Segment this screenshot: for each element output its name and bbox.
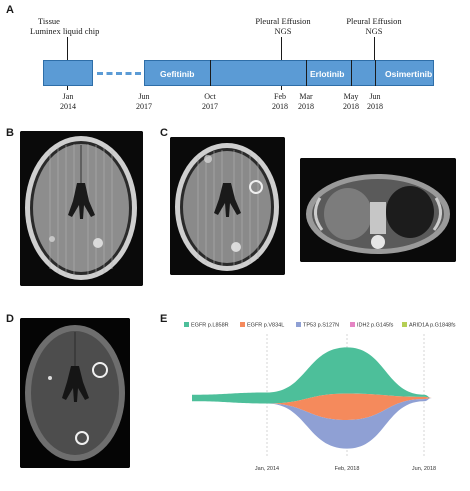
date-mar2018-month: Mar <box>299 92 313 101</box>
date-jun2018-month: Jun <box>369 92 381 101</box>
panel-label-d: D <box>6 313 14 325</box>
date-may2018-year: 2018 <box>343 102 359 111</box>
legend-label-1: EGFR p.V834L <box>247 323 284 329</box>
date-jun2017: Jun 2017 <box>124 92 164 112</box>
annotation-tissue-line1: Tissue <box>38 16 60 26</box>
legend-swatch-4 <box>402 322 407 327</box>
stream-layer-1 <box>192 393 432 420</box>
legend-swatch-1 <box>240 322 245 327</box>
panel-label-a: A <box>6 4 14 16</box>
x-tick-label-0: Jan, 2014 <box>255 466 279 472</box>
date-may2018-month: May <box>343 92 359 101</box>
date-mar2018: Mar 2018 <box>286 92 326 112</box>
date-jan2014-year: 2014 <box>60 102 76 111</box>
chest-ct-image <box>300 158 456 262</box>
annotation-pleural-effusion-1: Pleural Effusion NGS <box>238 16 328 36</box>
annotation-pleural2-line2: NGS <box>365 26 383 36</box>
annotation-pleural2-connector <box>374 37 375 60</box>
stream-layer-2 <box>192 398 432 449</box>
annotation-pleural1-line1: Pleural Effusion <box>255 16 311 26</box>
annotation-tissue-connector <box>67 37 68 60</box>
annotation-pleural2-line1: Pleural Effusion <box>346 16 402 26</box>
date-feb2018: Feb 2018 <box>260 92 300 112</box>
annotation-pleural1-connector <box>281 37 282 60</box>
date-jun2018: Jun 2018 <box>355 92 395 112</box>
date-jan2014-month: Jan <box>62 92 74 101</box>
legend-swatch-3 <box>350 322 355 327</box>
timeline-divider-jun2018 <box>375 60 376 86</box>
therapy-erlotinib: Erlotinib <box>310 69 345 79</box>
date-oct2017: Oct 2017 <box>190 92 230 112</box>
x-tick-label-2: Jun, 2018 <box>412 466 436 472</box>
brain-mri-c-image <box>170 137 285 275</box>
date-feb2018-month: Feb <box>274 92 286 101</box>
legend-swatch-0 <box>184 322 189 327</box>
date-jun2017-year: 2017 <box>136 102 152 111</box>
panel-label-c: C <box>160 127 168 139</box>
timeline-divider-may2018 <box>351 60 352 86</box>
stream-layers <box>192 347 432 449</box>
therapy-gefitinib: Gefitinib <box>160 69 195 79</box>
date-tick-feb2018 <box>281 86 282 90</box>
date-oct2017-month: Oct <box>204 92 216 101</box>
brain-mri-d-image <box>20 318 130 468</box>
annotation-pleural-effusion-2: Pleural Effusion NGS <box>336 16 412 36</box>
legend-label-0: EGFR p.L858R <box>191 323 229 329</box>
date-jun2017-month: Jun <box>138 92 150 101</box>
legend-label-2: TP53 p.S127N <box>303 323 339 329</box>
brain-mri-b-image <box>20 131 143 286</box>
therapy-osimertinib: Osimertinib <box>385 69 433 79</box>
timeline-bar-pre <box>43 60 93 86</box>
date-oct2017-year: 2017 <box>202 102 218 111</box>
stream-layer-0 <box>192 347 432 404</box>
timeline-divider-oct2017 <box>210 60 211 86</box>
annotation-pleural1-line2: NGS <box>274 26 292 36</box>
annotation-tissue: Tissue Luminex liquid chip <box>30 16 110 36</box>
x-tick-label-1: Feb, 2018 <box>335 466 360 472</box>
panel-label-b: B <box>6 127 14 139</box>
legend-swatch-2 <box>296 322 301 327</box>
date-jun2018-year: 2018 <box>367 102 383 111</box>
timeline-bar-main <box>144 60 434 86</box>
annotation-tissue-line2: Luminex liquid chip <box>30 26 100 36</box>
timeline-gap-dashes <box>97 72 141 75</box>
timeline-divider-mar2018 <box>306 60 307 86</box>
date-jan2014: Jan 2014 <box>48 92 88 112</box>
chart-legend: EGFR p.L858R EGFR p.V834L TP53 p.S127N IDH2… <box>184 322 456 329</box>
chart-x-axis: Jan, 2014 Feb, 2018 Jun, 2018 <box>255 466 436 472</box>
mutation-streamgraph: EGFR p.L858R EGFR p.V834L TP53 p.S127N IDH2… <box>184 322 456 472</box>
date-feb2018-year: 2018 <box>272 102 288 111</box>
legend-label-3: IDH2 p.G145fs <box>357 323 394 329</box>
date-may2018: May 2018 <box>331 92 371 112</box>
legend-label-4: ARID1A p.G1848fs <box>409 323 456 329</box>
date-mar2018-year: 2018 <box>298 102 314 111</box>
date-tick-jan2014 <box>67 86 68 90</box>
panel-label-e: E <box>160 313 168 325</box>
